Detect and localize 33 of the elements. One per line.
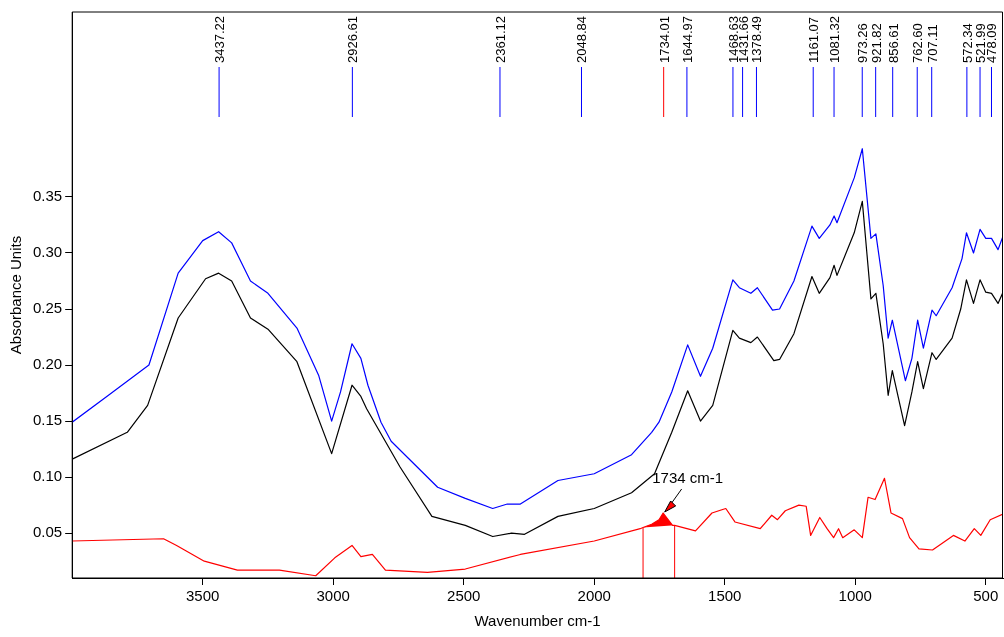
- x-tick-label: 3500: [186, 587, 220, 605]
- ref-line-label: 973.26: [855, 23, 871, 63]
- ref-line-label: 2361.12: [492, 16, 508, 63]
- y-tick-label: 0.30: [32, 243, 63, 261]
- ref-line-label: 707.11: [924, 24, 940, 63]
- y-tick-label: 0.25: [32, 299, 63, 317]
- ref-line-label: 572.34: [959, 23, 975, 63]
- ref-line-label: 762.60: [910, 23, 926, 63]
- x-axis-title: Wavenumber cm-1: [474, 612, 601, 630]
- x-tick-label: 2000: [577, 587, 611, 605]
- x-tick-label: 2500: [447, 587, 481, 605]
- annotation: 1734 cm-1: [652, 468, 724, 486]
- y-tick-label: 0.05: [32, 523, 63, 541]
- y-tick-label: 0.15: [32, 411, 63, 429]
- ref-line-label: 1081.32: [827, 16, 843, 63]
- y-axis-title: Absorbance Units: [7, 235, 25, 355]
- ref-line-label: 1644.97: [679, 16, 695, 63]
- ref-line-label: 3437.22: [212, 16, 228, 63]
- ref-line-label: 478.09: [984, 23, 1000, 63]
- y-tick-label: 0.10: [32, 467, 63, 485]
- x-tick-label: 3000: [316, 587, 350, 605]
- x-tick-label: 1500: [708, 587, 742, 605]
- y-tick-label: 0.20: [32, 355, 63, 373]
- ref-line-label: 2926.61: [345, 16, 361, 63]
- ref-line-label: 1734.01: [656, 16, 672, 63]
- ref-line-label: 1378.49: [749, 16, 765, 63]
- ref-line-label: 921.82: [868, 23, 884, 63]
- x-tick-label: 1000: [838, 587, 872, 605]
- ref-line-label: 1161.07: [806, 16, 822, 63]
- x-tick-label: 500: [973, 587, 999, 605]
- ref-line-label: 856.61: [885, 23, 901, 63]
- y-tick-label: 0.35: [32, 187, 63, 205]
- ref-line-label: 2048.84: [574, 16, 590, 63]
